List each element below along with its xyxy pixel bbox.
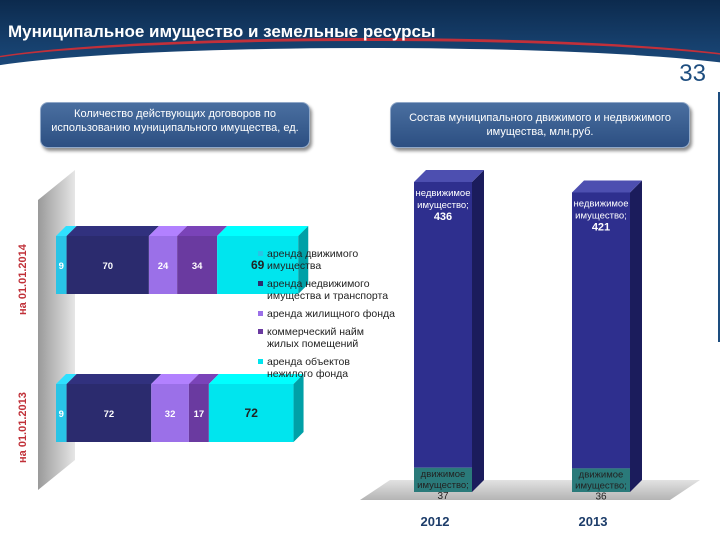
bar-segment-immovable	[414, 181, 472, 468]
series-label: движимое	[421, 469, 466, 480]
series-label: движимое	[579, 469, 624, 480]
legend-item-housing: аренда жилищного фонда	[258, 308, 398, 320]
data-label: 69	[251, 258, 265, 272]
data-label: 36	[595, 491, 607, 502]
bar-segment	[177, 236, 218, 294]
series-label: имущество;	[417, 200, 469, 211]
bar-segment	[151, 384, 189, 442]
bar-side	[298, 226, 309, 294]
data-label: 24	[158, 261, 169, 272]
right-chart-floor	[360, 480, 700, 500]
bar-top	[66, 374, 162, 384]
series-label: имущество;	[417, 480, 469, 491]
bar-segment	[56, 236, 67, 294]
bar-top	[177, 226, 228, 236]
bar-segment	[217, 236, 299, 294]
data-label: 17	[194, 409, 205, 420]
bar-top	[66, 226, 159, 236]
right-chart-title: Состав муниципального движимого и недвиж…	[390, 102, 690, 148]
legend-item-immovable: аренда недвижимого имущества и транспорт…	[258, 278, 398, 302]
bar-top	[56, 226, 77, 236]
data-label: 34	[192, 261, 203, 272]
data-label: 70	[102, 261, 113, 272]
bar-segment	[66, 236, 149, 294]
series-label: имущество;	[575, 480, 627, 491]
x-label-2013: 2013	[579, 514, 608, 529]
bar-segment	[148, 236, 178, 294]
data-label: 436	[434, 211, 452, 223]
page-title: Муниципальное имущество и земельные ресу…	[8, 22, 436, 41]
data-label: 9	[59, 409, 64, 420]
bar-segment-immovable	[572, 192, 630, 469]
x-label-2012: 2012	[421, 514, 450, 529]
bar-top	[572, 180, 642, 193]
bar-top	[414, 169, 484, 182]
legend-item-commercial: коммерческий найм жилых помещений	[258, 326, 398, 350]
bar-segment	[208, 384, 294, 442]
data-label: 421	[592, 221, 610, 233]
bar-top	[56, 374, 77, 384]
bar-side	[630, 180, 642, 493]
bar-segment-movable	[414, 467, 472, 492]
bar-segment	[188, 384, 209, 442]
data-label: 72	[245, 406, 259, 420]
header: Муниципальное имущество и земельные ресу…	[0, 0, 720, 78]
left-chart-title: Количество действующих договоров по испо…	[40, 102, 310, 148]
legend-item-nonresidential: аренда объектов нежилого фонда	[258, 356, 398, 380]
series-label: недвижимое	[416, 188, 471, 199]
bar-segment	[56, 384, 67, 442]
slide-number-divider	[718, 92, 720, 342]
data-label: 9	[59, 261, 64, 272]
slide-number: 33	[679, 60, 706, 87]
bar-side	[293, 374, 304, 442]
legend-item-movable: аренда движимого имущества	[258, 248, 398, 272]
data-label: 72	[104, 409, 115, 420]
category-label-2013: на 01.01.2013	[17, 392, 29, 463]
bar-top	[208, 374, 304, 384]
series-label: недвижимое	[574, 198, 629, 209]
left-chart-legend: аренда движимого имущества аренда недвиж…	[258, 248, 398, 386]
category-label-2014: на 01.01.2014	[17, 243, 29, 315]
bar-top	[188, 374, 219, 384]
bar-top	[151, 374, 199, 384]
bar-top	[217, 226, 309, 236]
data-label: 32	[165, 409, 176, 420]
bar-segment-movable	[572, 468, 630, 492]
series-label: имущество;	[575, 210, 627, 221]
header-swoosh	[0, 38, 720, 78]
bar-side	[472, 169, 484, 493]
data-label: 37	[437, 491, 449, 502]
bar-top	[148, 226, 188, 236]
bar-segment	[66, 384, 152, 442]
